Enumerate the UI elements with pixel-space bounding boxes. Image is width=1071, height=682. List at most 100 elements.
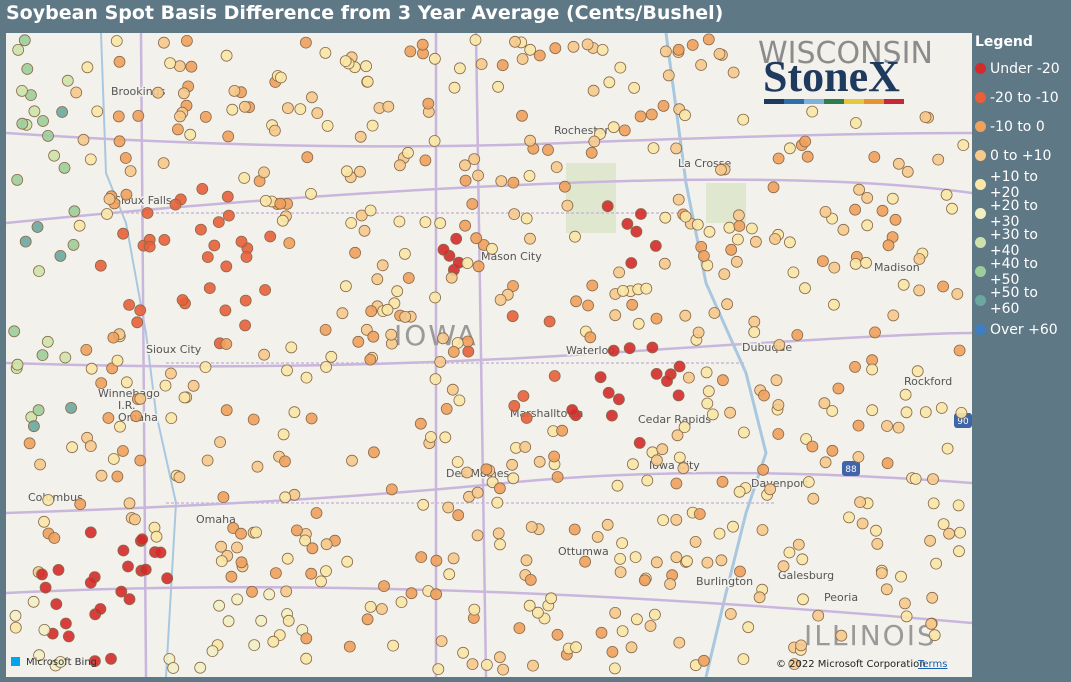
basis-point <box>601 200 614 213</box>
basis-point <box>415 551 428 563</box>
basis-point <box>866 404 879 417</box>
basis-point <box>268 124 281 137</box>
basis-point <box>154 546 167 559</box>
city-label: Cedar Rapids <box>638 413 711 426</box>
basis-point <box>279 491 292 504</box>
legend-label: -20 to -10 <box>990 89 1059 106</box>
basis-point <box>111 354 124 367</box>
basis-points <box>8 33 970 676</box>
basis-point <box>837 223 850 236</box>
basis-point <box>516 53 529 65</box>
basis-point <box>533 49 546 62</box>
basis-point <box>756 524 769 536</box>
basis-point <box>869 326 881 339</box>
basis-point <box>39 581 52 594</box>
basis-point <box>277 428 290 441</box>
basis-point <box>112 110 125 123</box>
basis-point <box>164 57 177 70</box>
basis-point <box>702 385 715 398</box>
basis-point <box>886 192 899 205</box>
legend-label: Under -20 <box>990 60 1060 77</box>
basis-point <box>601 518 614 531</box>
basis-point <box>346 454 358 467</box>
basis-point <box>165 412 178 425</box>
basis-point <box>221 190 234 203</box>
basis-point <box>173 60 186 72</box>
basis-point <box>861 191 874 204</box>
basis-point <box>285 341 298 354</box>
basis-point <box>737 113 750 126</box>
basis-point <box>613 266 625 279</box>
basis-point <box>927 473 939 486</box>
terms-link[interactable]: Terms <box>917 659 947 670</box>
basis-point <box>442 501 455 514</box>
basis-point <box>799 282 811 295</box>
basis-point <box>461 257 474 270</box>
basis-point <box>340 165 353 178</box>
legend-item: -20 to -10 <box>975 83 1071 112</box>
basis-point <box>74 498 87 511</box>
basis-point <box>11 173 24 186</box>
basis-point <box>849 360 861 373</box>
basis-point <box>792 538 805 551</box>
basis-point <box>461 466 473 479</box>
basis-point <box>523 599 536 612</box>
basis-point <box>787 266 800 279</box>
basis-point <box>447 345 460 358</box>
basis-point <box>428 135 441 147</box>
basis-point <box>214 436 227 449</box>
basis-point <box>81 61 94 74</box>
basis-point <box>378 580 390 592</box>
basis-point <box>606 646 619 658</box>
basis-point <box>59 351 72 364</box>
basis-point <box>681 555 693 568</box>
basis-point <box>818 397 831 410</box>
basis-point <box>617 284 629 297</box>
basis-point <box>77 133 90 146</box>
basis-point <box>706 408 719 421</box>
basis-point <box>594 371 607 384</box>
basis-point <box>807 492 820 505</box>
basis-point <box>679 109 691 122</box>
basis-point <box>850 117 862 129</box>
basis-point <box>173 471 186 484</box>
basis-point <box>849 203 861 216</box>
legend-swatch <box>975 92 986 103</box>
basis-point <box>548 370 561 382</box>
basis-point <box>310 507 323 519</box>
basis-point <box>670 513 683 526</box>
basis-point <box>492 527 505 540</box>
basis-point <box>924 534 936 547</box>
basis-point <box>882 239 895 252</box>
basis-point <box>65 401 77 414</box>
basis-point <box>614 566 627 578</box>
basis-point <box>826 405 839 417</box>
basis-point <box>581 38 594 51</box>
basis-point <box>853 183 865 196</box>
basis-point <box>119 152 132 164</box>
basis-point <box>37 115 49 127</box>
basis-point <box>320 361 333 373</box>
basis-point <box>23 437 36 450</box>
basis-point <box>625 641 638 654</box>
basis-point <box>773 339 786 351</box>
basis-point <box>723 221 736 234</box>
legend-item: +30 to +40 <box>975 227 1071 259</box>
legend-item: +50 to +60 <box>975 285 1071 317</box>
city-label: Davenport <box>751 477 810 490</box>
basis-point <box>641 474 654 487</box>
basis-point <box>686 39 699 51</box>
basis-point <box>89 655 101 667</box>
basis-point <box>124 165 137 178</box>
basis-point <box>61 74 74 87</box>
basis-point <box>345 217 358 229</box>
basis-point <box>932 153 945 166</box>
basis-point <box>468 153 481 165</box>
basis-point <box>177 87 190 100</box>
basis-point <box>325 350 338 363</box>
basis-point <box>434 217 447 230</box>
basis-point <box>519 441 532 453</box>
basis-point <box>506 310 519 323</box>
basis-point <box>219 304 232 317</box>
